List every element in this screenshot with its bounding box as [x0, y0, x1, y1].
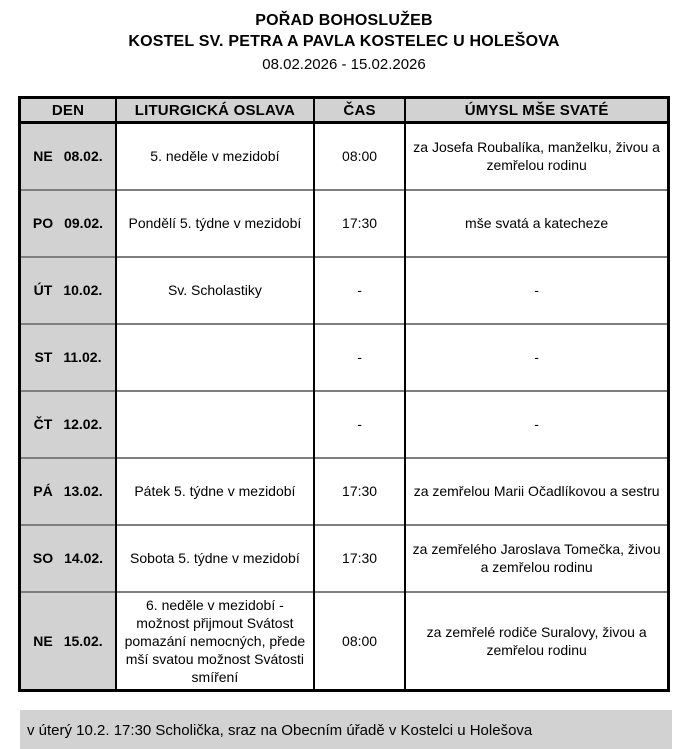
church-name: KOSTEL SV. PETRA A PAVLA KOSTELEC U HOLE… [128, 33, 560, 50]
time-cell: - [312, 389, 406, 458]
time-cell: - [312, 255, 406, 324]
time-cell: 08:00 [312, 121, 406, 190]
intention-cell: za zemřelého Jaroslava Tomečka, živou a … [404, 523, 669, 592]
celebration-cell [114, 389, 314, 458]
title-block: POŘAD BOHOSLUŽEB KOSTEL SV. PETRA A PAVL… [18, 10, 670, 75]
day-cell: ÚT 10.02. [19, 255, 116, 324]
celebration-cell: 5. neděle v mezidobí [114, 121, 314, 190]
day-date: 08.02. [63, 148, 103, 165]
celebration-cell: Pondělí 5. týdne v mezidobí [114, 188, 314, 257]
intention-cell: za zemřelou Marii Očadlíkovou a sestru [404, 456, 669, 525]
intention-cell: za zemřelé rodiče Suralovy, živou a zemř… [404, 590, 669, 690]
day-date: 14.02. [64, 550, 104, 566]
day-cell: NE 08.02. [19, 121, 116, 190]
time-cell: 17:30 [312, 456, 406, 525]
celebration-cell: 6. neděle v mezidobí - možnost přijmout … [114, 590, 314, 690]
day-abbr: NE [33, 632, 53, 649]
footer-note: v úterý 10.2. 17:30 Scholička, sraz na O… [20, 709, 672, 749]
column-header-day: DEN [19, 97, 116, 124]
column-header-time: ČAS [312, 97, 406, 124]
day-date: 09.02. [64, 215, 104, 231]
time-cell: 17:30 [312, 188, 406, 257]
day-abbr: ČT [33, 416, 53, 432]
table-row: NE 15.02. 6. neděle v mezidobí - možnost … [19, 590, 669, 690]
table-row: ST 11.02. - - [19, 322, 669, 391]
intention-cell: - [404, 322, 669, 391]
table-row: PÁ 13.02. Pátek 5. týdne v mezidobí 17:30… [19, 456, 669, 525]
intention-cell: - [404, 255, 669, 324]
day-cell: ST 11.02. [19, 322, 116, 391]
table-row: ÚT 10.02. Sv. Scholastiky - - [19, 255, 669, 324]
day-abbr: SO [32, 550, 54, 566]
time-cell: - [312, 322, 406, 391]
celebration-cell: Pátek 5. týdne v mezidobí [114, 456, 314, 525]
celebration-cell: Sobota 5. týdne v mezidobí [114, 523, 314, 592]
time-cell: 08:00 [312, 590, 406, 690]
schedule-table: DEN LITURGICKÁ OSLAVA ČAS ÚMYSL MŠE SVAT… [18, 96, 670, 692]
page-title: POŘAD BOHOSLUŽEB [255, 12, 433, 29]
intention-cell: - [404, 389, 669, 458]
intention-cell: mše svatá a katecheze [404, 188, 669, 257]
day-cell: SO 14.02. [19, 523, 116, 592]
celebration-cell [114, 322, 314, 391]
day-abbr: PÁ [33, 483, 53, 499]
day-abbr: ST [34, 349, 53, 365]
table-row: NE 08.02. 5. neděle v mezidobí 08:00 za J… [19, 121, 669, 190]
column-header-intention: ÚMYSL MŠE SVATÉ [404, 97, 669, 124]
day-abbr: NE [33, 148, 53, 165]
day-cell: PÁ 13.02. [19, 456, 116, 525]
day-cell: PO 09.02. [19, 188, 116, 257]
table-row: PO 09.02. Pondělí 5. týdne v mezidobí 17:… [19, 188, 669, 257]
day-cell: ČT 12.02. [19, 389, 116, 458]
header-row: DEN LITURGICKÁ OSLAVA ČAS ÚMYSL MŠE SVAT… [19, 97, 669, 124]
schedule-table-head: DEN LITURGICKÁ OSLAVA ČAS ÚMYSL MŠE SVAT… [19, 97, 669, 124]
celebration-cell: Sv. Scholastiky [114, 255, 314, 324]
day-date: 12.02. [63, 416, 103, 432]
table-row: SO 14.02. Sobota 5. týdne v mezidobí 17:3… [19, 523, 669, 592]
date-range: 08.02.2026 - 15.02.2026 [262, 56, 426, 73]
day-date: 10.02. [63, 282, 103, 298]
day-date: 15.02. [63, 632, 103, 649]
intention-cell: za Josefa Roubalíka, manželku, živou a z… [404, 121, 669, 190]
table-row: ČT 12.02. - - [19, 389, 669, 458]
schedule-table-body: NE 08.02. 5. neděle v mezidobí 08:00 za J… [19, 121, 669, 690]
time-cell: 17:30 [312, 523, 406, 592]
day-cell: NE 15.02. [19, 590, 116, 690]
day-date: 13.02. [63, 483, 103, 499]
day-abbr: ÚT [33, 282, 53, 298]
day-abbr: PO [32, 215, 54, 231]
day-date: 11.02. [63, 349, 102, 365]
column-header-celebration: LITURGICKÁ OSLAVA [114, 97, 314, 124]
